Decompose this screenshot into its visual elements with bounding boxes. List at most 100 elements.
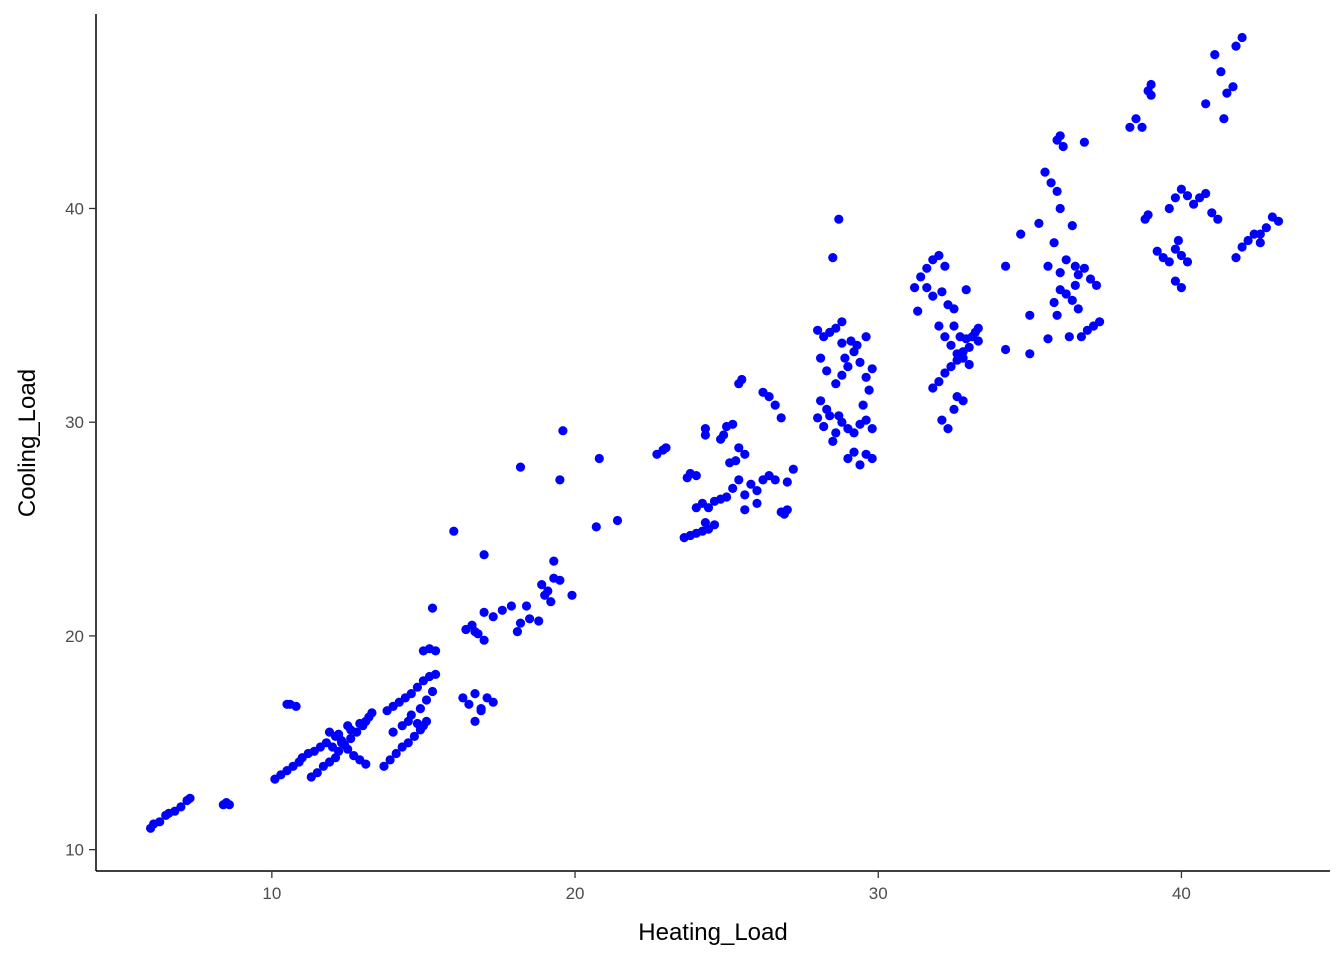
scatter-point <box>1176 184 1186 194</box>
scatter-point <box>822 366 832 376</box>
scatter-point <box>852 340 862 350</box>
scatter-point <box>391 748 401 759</box>
x-axis-title: Heating_Load <box>638 919 787 946</box>
scatter-point <box>476 706 486 716</box>
scatter-point <box>949 304 959 314</box>
scatter-point <box>837 338 847 348</box>
scatter-point <box>946 362 956 372</box>
scatter-point <box>813 413 823 423</box>
scatter-point <box>910 283 920 293</box>
scatter-point <box>479 550 489 560</box>
scatter-point <box>427 603 438 613</box>
scatter-point <box>470 627 480 637</box>
scatter-point <box>567 590 577 600</box>
scatter-point <box>703 503 714 513</box>
scatter-point <box>855 460 865 470</box>
scatter-point <box>700 430 711 440</box>
scatter-point <box>1189 199 1199 209</box>
scatter-point <box>816 396 826 406</box>
scatter-point <box>1055 203 1065 214</box>
scatter-point <box>346 733 356 744</box>
scatter-point <box>855 357 865 367</box>
scatter-point <box>1064 332 1074 342</box>
scatter-point <box>1182 191 1193 201</box>
scatter-point <box>549 556 559 566</box>
scatter-point <box>867 453 877 464</box>
scatter-point <box>1095 317 1105 327</box>
scatter-point <box>1125 122 1135 132</box>
scatter-point <box>1170 244 1180 254</box>
scatter-point <box>176 802 186 812</box>
scatter-point <box>1173 235 1183 246</box>
scatter-point <box>591 522 601 532</box>
scatter-point <box>1085 274 1096 284</box>
scatter-point <box>934 321 944 331</box>
scatter-point <box>940 368 950 378</box>
scatter-point <box>1040 167 1050 177</box>
scatter-point <box>843 362 853 372</box>
scatter-point <box>1243 235 1253 246</box>
scatter-point <box>1070 280 1080 290</box>
scatter-point <box>940 261 950 271</box>
y-tick-label: 40 <box>65 199 84 218</box>
scatter-point <box>1146 90 1156 100</box>
scatter-point <box>1034 218 1044 228</box>
scatter-point <box>1201 99 1211 109</box>
scatter-point <box>861 372 871 382</box>
scatter-point <box>388 727 398 737</box>
scatter-point <box>946 340 956 350</box>
scatter-point <box>1222 88 1232 98</box>
scatter-point <box>488 697 498 707</box>
scatter-point <box>1237 242 1247 252</box>
scatter-point <box>431 646 441 656</box>
scatter-point <box>1176 283 1186 293</box>
scatter-point <box>949 321 959 331</box>
scatter-point <box>1061 255 1071 265</box>
scatter-point <box>1176 250 1186 261</box>
scatter-point <box>961 285 971 295</box>
scatter-point <box>834 411 844 421</box>
scatter-point <box>1067 295 1077 305</box>
scatter-point <box>661 443 671 453</box>
scatter-point <box>1049 297 1059 308</box>
scatter-point <box>1170 276 1180 286</box>
scatter-point <box>867 364 877 374</box>
scatter-point <box>1043 334 1053 344</box>
scatter-point <box>506 601 516 611</box>
scatter-point <box>515 462 526 472</box>
scatter-point <box>1182 257 1193 267</box>
scatter-point <box>937 287 947 297</box>
y-ticks: 10 20 30 40 <box>65 199 96 860</box>
scatter-point <box>828 436 838 446</box>
scatter-point <box>700 424 711 434</box>
scatter-point <box>1213 214 1223 224</box>
scatter-point <box>479 635 489 645</box>
scatter-point <box>515 618 526 628</box>
scatter-point <box>764 392 774 402</box>
scatter-point <box>1049 238 1059 248</box>
scatter-point <box>409 731 419 742</box>
scatter-point <box>864 385 874 395</box>
scatter-point <box>1052 310 1062 320</box>
scatter-point <box>1201 188 1211 199</box>
scatter-point <box>691 471 701 481</box>
scatter-point <box>731 456 741 466</box>
scatter-point <box>1079 137 1089 147</box>
scatter-point <box>1076 332 1086 342</box>
scatter-point <box>740 505 750 515</box>
scatter-point <box>782 477 792 487</box>
scatter-point <box>782 505 792 515</box>
scatter-point <box>334 729 344 739</box>
scatter-point <box>831 428 841 438</box>
scatter-point <box>734 443 744 453</box>
scatter-point <box>1055 268 1065 278</box>
scatter-point <box>922 283 932 293</box>
scatter-point <box>343 744 353 754</box>
scatter-point <box>1073 304 1083 314</box>
scatter-point <box>943 424 953 434</box>
scatter-point <box>1001 344 1011 355</box>
scatter-point <box>555 575 565 585</box>
scatter-point <box>406 689 416 699</box>
scatter-point <box>361 716 371 727</box>
